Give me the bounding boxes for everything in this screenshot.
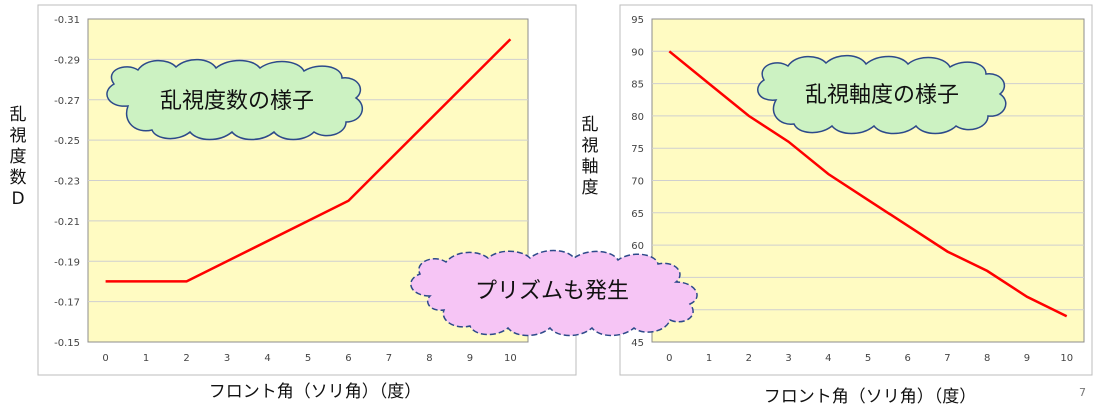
y-tick-label: 95 bbox=[631, 15, 644, 26]
x-tick-label: 5 bbox=[305, 353, 311, 364]
y-tick-label: 45 bbox=[631, 338, 644, 349]
x-tick-label: 10 bbox=[504, 353, 517, 364]
x-tick-label: 9 bbox=[467, 353, 473, 364]
x-tick-label: 8 bbox=[984, 353, 990, 364]
y-tick-label: -0.29 bbox=[54, 55, 80, 66]
y-tick-label: 85 bbox=[631, 80, 644, 91]
y-tick-label: -0.19 bbox=[54, 257, 80, 268]
x-tick-label: 2 bbox=[746, 353, 752, 364]
y-tick-label: -0.21 bbox=[54, 217, 80, 228]
y-tick-label: 75 bbox=[631, 144, 644, 155]
y-tick-label: -0.17 bbox=[54, 298, 80, 309]
x-tick-label: 3 bbox=[785, 353, 791, 364]
y-tick-label: 80 bbox=[631, 112, 644, 123]
x-tick-label: 9 bbox=[1024, 353, 1030, 364]
chart1-y-tick-labels: -0.31 -0.29 -0.27 -0.25 -0.23 -0.21 -0.19 -0.17… bbox=[54, 15, 80, 349]
cloud-callout-prism: プリズムも発生 bbox=[410, 249, 698, 337]
x-tick-label: 6 bbox=[345, 353, 351, 364]
x-tick-label: 6 bbox=[905, 353, 911, 364]
cloud-text-astig-axis: 乱視軸度の様子 bbox=[805, 83, 959, 108]
chart1-x-tick-labels: 0 1 2 3 4 5 6 7 8 9 10 bbox=[102, 353, 516, 364]
chart1-series-line bbox=[105, 38, 512, 283]
y-tick-label: -0.23 bbox=[54, 177, 80, 188]
y-tick-label: -0.31 bbox=[54, 15, 80, 26]
x-tick-label: 1 bbox=[706, 353, 712, 364]
x-tick-label: 5 bbox=[865, 353, 871, 364]
chart2-series-line bbox=[668, 50, 1068, 318]
y-tick-label: -0.25 bbox=[54, 136, 80, 147]
cloud-text-astig-power: 乱視度数の様子 bbox=[160, 89, 314, 114]
y-tick-label: -0.15 bbox=[54, 338, 80, 349]
chart2-x-axis-label: フロント角（ソリ角）（度） bbox=[764, 387, 977, 407]
x-tick-label: 0 bbox=[102, 353, 108, 364]
x-tick-label: 3 bbox=[224, 353, 230, 364]
x-tick-label: 4 bbox=[825, 353, 831, 364]
x-tick-label: 1 bbox=[143, 353, 149, 364]
chart2-y-axis-label: 乱視軸度 bbox=[582, 115, 599, 198]
x-tick-label: 7 bbox=[944, 353, 950, 364]
page-number: 7 bbox=[1079, 386, 1086, 399]
y-tick-label: -0.27 bbox=[54, 96, 80, 107]
chart1-y-axis-label: 乱視度数 D bbox=[10, 105, 27, 209]
y-tick-label: 90 bbox=[631, 47, 644, 58]
cloud-text-prism: プリズムも発生 bbox=[475, 279, 629, 304]
y-tick-label: 60 bbox=[631, 241, 644, 252]
x-tick-label: 10 bbox=[1060, 353, 1073, 364]
x-tick-label: 4 bbox=[264, 353, 270, 364]
cloud-callout-astig-axis: 乱視軸度の様子 bbox=[757, 54, 1007, 135]
x-tick-label: 0 bbox=[666, 353, 672, 364]
x-tick-label: 8 bbox=[426, 353, 432, 364]
cloud-callout-astig-power: 乱視度数の様子 bbox=[106, 58, 364, 141]
x-tick-label: 7 bbox=[386, 353, 392, 364]
y-tick-label: 65 bbox=[631, 209, 644, 220]
y-tick-label: 70 bbox=[631, 177, 644, 188]
chart1-x-axis-label: フロント角（ソリ角）（度） bbox=[209, 382, 422, 402]
chart2-x-tick-labels: 0 1 2 3 4 5 6 7 8 9 10 bbox=[666, 353, 1073, 364]
x-tick-label: 2 bbox=[183, 353, 189, 364]
